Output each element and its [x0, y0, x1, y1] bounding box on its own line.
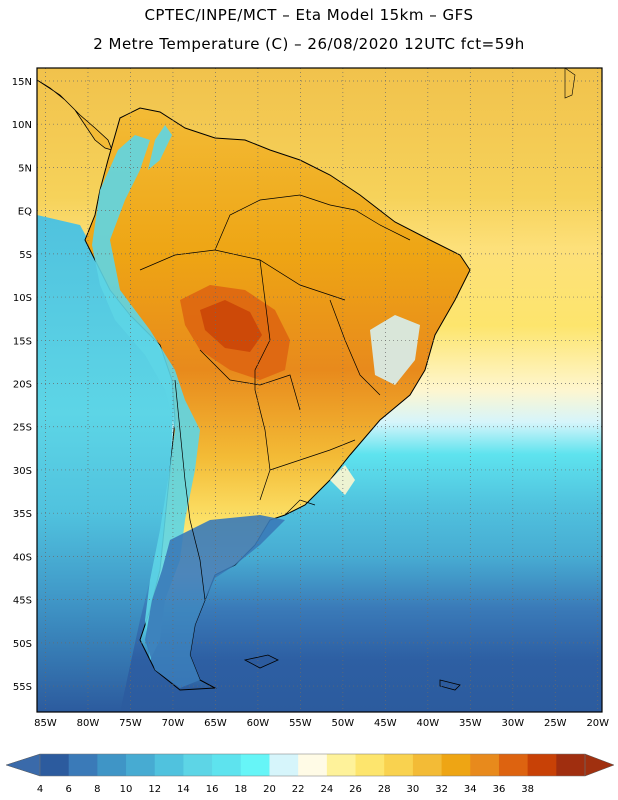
lon-label: 45W: [374, 718, 397, 729]
colorbar-tick-label: 8: [94, 784, 100, 795]
colorbar-tick-label: 14: [177, 784, 190, 795]
title-line-1: CPTEC/INPE/MCT – Eta Model 15km – GFS: [144, 6, 474, 24]
lat-label: 20S: [13, 380, 32, 391]
lon-label: 55W: [289, 718, 312, 729]
lon-label: 70W: [162, 718, 185, 729]
lat-label: 50S: [13, 639, 32, 650]
south-georgia-island: [439, 679, 461, 691]
colorbar-segment: [355, 754, 385, 776]
lat-label: 10N: [12, 120, 32, 131]
colorbar-tick-label: 16: [206, 784, 219, 795]
title-line-2: 2 Metre Temperature (C) – 26/08/2020 12U…: [93, 35, 525, 53]
map-border: [36, 67, 603, 713]
colorbar-tick-label: 20: [263, 784, 276, 795]
colorbar-segment: [470, 754, 500, 776]
lat-label: 35S: [13, 509, 32, 520]
colorbar-tick-label: 12: [148, 784, 161, 795]
lat-label: 25S: [13, 423, 32, 434]
lat-label: 5N: [18, 163, 32, 174]
lat-label: 55S: [13, 682, 32, 693]
lon-label: 40W: [417, 718, 440, 729]
lat-label: 40S: [13, 552, 32, 563]
south-brazil-mild: [330, 465, 355, 495]
colorbar-segment: [240, 754, 270, 776]
lon-label: 65W: [204, 718, 227, 729]
falkland-islands: [243, 654, 279, 669]
colorbar-segment: [412, 754, 443, 776]
latitude-labels: 15N 10N 5N EQ 5S 10S 15S 20S 25S 30S 35S 40S 45S 50S 5…: [12, 77, 32, 693]
lon-label: 60W: [247, 718, 270, 729]
colorbar-segment: [326, 754, 357, 776]
longitude-labels: 85W 80W 75W 70W 65W 60W 55W 50W 45W 40W 35W 30W 25W 2…: [34, 718, 609, 729]
caribbean-islands: [564, 68, 576, 99]
lon-label: 20W: [586, 718, 609, 729]
colorbar-tick-label: 36: [493, 784, 506, 795]
lon-label: 35W: [459, 718, 482, 729]
colorbar-segment: [298, 754, 328, 776]
colorbar-segment: [154, 754, 184, 776]
colorbar-tick-label: 38: [521, 784, 534, 795]
lon-label: 30W: [501, 718, 524, 729]
colombia-highlands: [148, 125, 172, 170]
colorbar-segment: [40, 754, 70, 776]
lon-label: 80W: [77, 718, 100, 729]
colorbar-segment: [269, 754, 299, 776]
colorbar-tick-label: 22: [292, 784, 305, 795]
colorbar-segment: [441, 754, 471, 776]
colorbar-segment: [68, 754, 98, 776]
colorbar-segment: [384, 754, 414, 776]
lat-label: 30S: [13, 466, 32, 477]
colorbar-tick-label: 32: [435, 784, 448, 795]
lat-label: 45S: [13, 596, 32, 607]
colorbar-over-arrow: [584, 753, 615, 777]
lat-label: EQ: [18, 207, 32, 218]
colorbar-tick-label: 24: [320, 784, 333, 795]
colorbar-under-arrow: [5, 753, 41, 777]
lat-lon-grid: [37, 68, 602, 712]
colorbar-tick-label: 26: [349, 784, 362, 795]
colorbar-tick-label: 6: [65, 784, 71, 795]
brazil-highlands-cool: [370, 315, 420, 385]
patagonia-cold-region: [145, 515, 285, 688]
colorbar-tick-label: 30: [407, 784, 420, 795]
colorbar-tick-label: 34: [464, 784, 477, 795]
lon-label: 85W: [34, 718, 57, 729]
colorbar-tick-label: 10: [120, 784, 133, 795]
lat-label: 10S: [13, 293, 32, 304]
colorbar-tick-label: 18: [234, 784, 247, 795]
colorbar-segment: [212, 754, 242, 776]
colorbar-segment: [498, 754, 529, 776]
lon-label: 50W: [332, 718, 355, 729]
colorbar-outline: [39, 753, 586, 777]
colorbar-segment: [97, 754, 127, 776]
lon-label: 25W: [544, 718, 567, 729]
lat-label: 5S: [19, 250, 32, 261]
colorbar-segment: [126, 754, 156, 776]
colorbar-segment: [183, 754, 213, 776]
colorbar-tick-label: 28: [378, 784, 391, 795]
lon-label: 75W: [119, 718, 142, 729]
lat-label: 15N: [12, 77, 32, 88]
colorbar-segment: [527, 754, 557, 776]
lat-label: 15S: [13, 336, 32, 347]
colorbar-tick-label: 4: [37, 784, 43, 795]
colorbar-segment: [556, 754, 586, 776]
